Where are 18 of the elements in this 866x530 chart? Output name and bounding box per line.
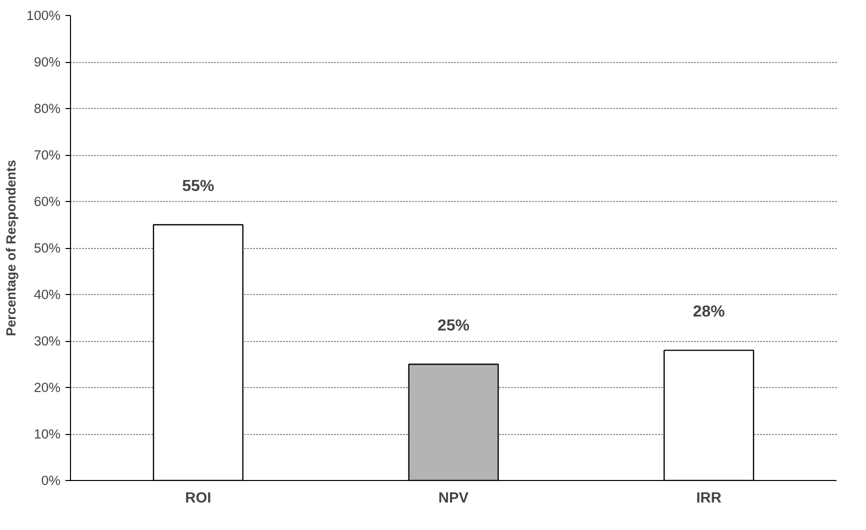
y-tick-label: 10% [34,426,61,442]
x-tick-label: NPV [438,490,469,506]
data-label: 25% [437,317,470,334]
x-tick-label: ROI [185,490,212,506]
y-axis-title: Percentage of Respondents [3,160,18,336]
y-tick-label: 0% [41,473,61,488]
x-tick-label: IRR [696,490,722,506]
y-tick-label: 90% [34,54,61,70]
data-label: 28% [692,303,725,320]
y-tick-label: 20% [34,380,61,395]
y-tick-label: 80% [34,101,61,116]
y-tick-label: 60% [34,194,61,209]
y-tick-label: 40% [34,287,61,302]
data-label: 55% [182,178,214,195]
y-tick-label: 50% [34,240,61,256]
y-tick-label: 100% [26,8,61,23]
y-tick-label: 70% [34,148,61,162]
y-tick-label: 30% [34,334,61,348]
